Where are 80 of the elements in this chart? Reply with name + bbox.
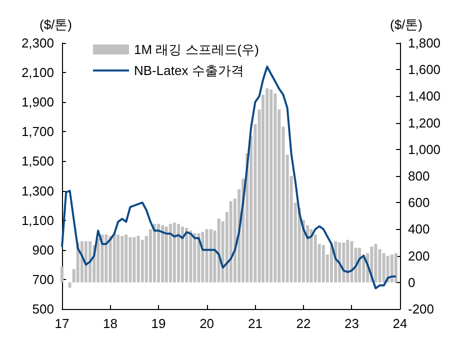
bar [108, 236, 112, 282]
bar [84, 241, 88, 282]
y-tick-label: 700 [32, 272, 54, 287]
bar [124, 234, 128, 282]
y-tick-label: 1,300 [21, 183, 54, 198]
bar [172, 222, 176, 282]
x-tick-label: 23 [344, 316, 359, 331]
bar [180, 226, 184, 282]
bar [177, 224, 180, 282]
bar [164, 226, 168, 282]
y-axis-title: ($/톤) [40, 17, 72, 32]
y2-tick-label: 600 [408, 195, 430, 210]
y-tick-label: 2,300 [21, 36, 54, 50]
bar [209, 229, 212, 282]
y2-tick-label: -200 [408, 302, 434, 316]
bar [152, 224, 156, 282]
bar [136, 236, 140, 282]
x-tick-label: 17 [54, 316, 70, 331]
bar [96, 238, 100, 282]
bar [157, 224, 160, 282]
bar [330, 244, 333, 282]
bar [112, 233, 116, 282]
bar [197, 233, 200, 282]
bar [270, 90, 273, 282]
bar [310, 229, 313, 282]
bar [266, 88, 269, 282]
bar [132, 237, 136, 282]
y-tick-label: 1,900 [21, 94, 54, 110]
x-tick-label: 22 [296, 316, 311, 331]
y-tick-label: 1,100 [21, 212, 54, 228]
bar [116, 234, 120, 282]
bar [185, 228, 188, 282]
legend-label: 1M 래깅 스프레드(우) [134, 42, 259, 57]
y2-tick-label: 1,800 [408, 36, 441, 50]
bar [342, 242, 346, 282]
bar [322, 245, 325, 282]
bar [161, 225, 164, 282]
x-tick-label: 21 [248, 316, 262, 331]
bar [88, 241, 92, 282]
y-tick-label: 1,700 [21, 124, 54, 140]
bar [374, 244, 378, 282]
x-tick-label: 19 [151, 316, 166, 331]
y2-axis-title: ($/톤) [390, 17, 422, 32]
bar [274, 94, 277, 282]
x-tick-label: 24 [392, 316, 408, 331]
bar [346, 240, 350, 282]
bar [104, 234, 108, 282]
line-series [61, 66, 397, 290]
bar [217, 218, 220, 282]
bar [168, 224, 172, 282]
y2-tick-label: 1,000 [408, 142, 441, 157]
bar [394, 253, 398, 282]
bar [140, 240, 144, 282]
y-tick-label: 1,500 [21, 154, 54, 169]
bar [382, 253, 386, 282]
bar [189, 230, 192, 282]
bar [205, 229, 208, 282]
y2-tick-label: 400 [408, 222, 430, 237]
bar [338, 242, 342, 282]
bar [120, 236, 124, 282]
y2-tick-label: 200 [408, 248, 430, 264]
y2-tick-label: 1,400 [408, 88, 441, 104]
bar [128, 237, 132, 282]
bar [193, 233, 196, 282]
bar [68, 282, 72, 288]
y-tick-label: 900 [32, 242, 54, 258]
bar [390, 254, 394, 282]
bar [229, 201, 232, 282]
y2-tick-label: 1,200 [408, 115, 441, 130]
bar [60, 266, 64, 282]
y2-tick-label: 800 [408, 168, 430, 184]
bar [201, 232, 204, 282]
x-tick-label: 20 [200, 316, 214, 331]
legend-label: NB-Latex 수출가격 [134, 63, 244, 78]
y2-tick-label: 1,600 [408, 62, 441, 78]
y2-tick-label: 0 [408, 274, 416, 290]
x-tick-label: 18 [103, 316, 118, 331]
bar [350, 241, 354, 282]
y-tick-label: 500 [32, 302, 54, 316]
y-tick-label: 2,100 [21, 65, 54, 80]
